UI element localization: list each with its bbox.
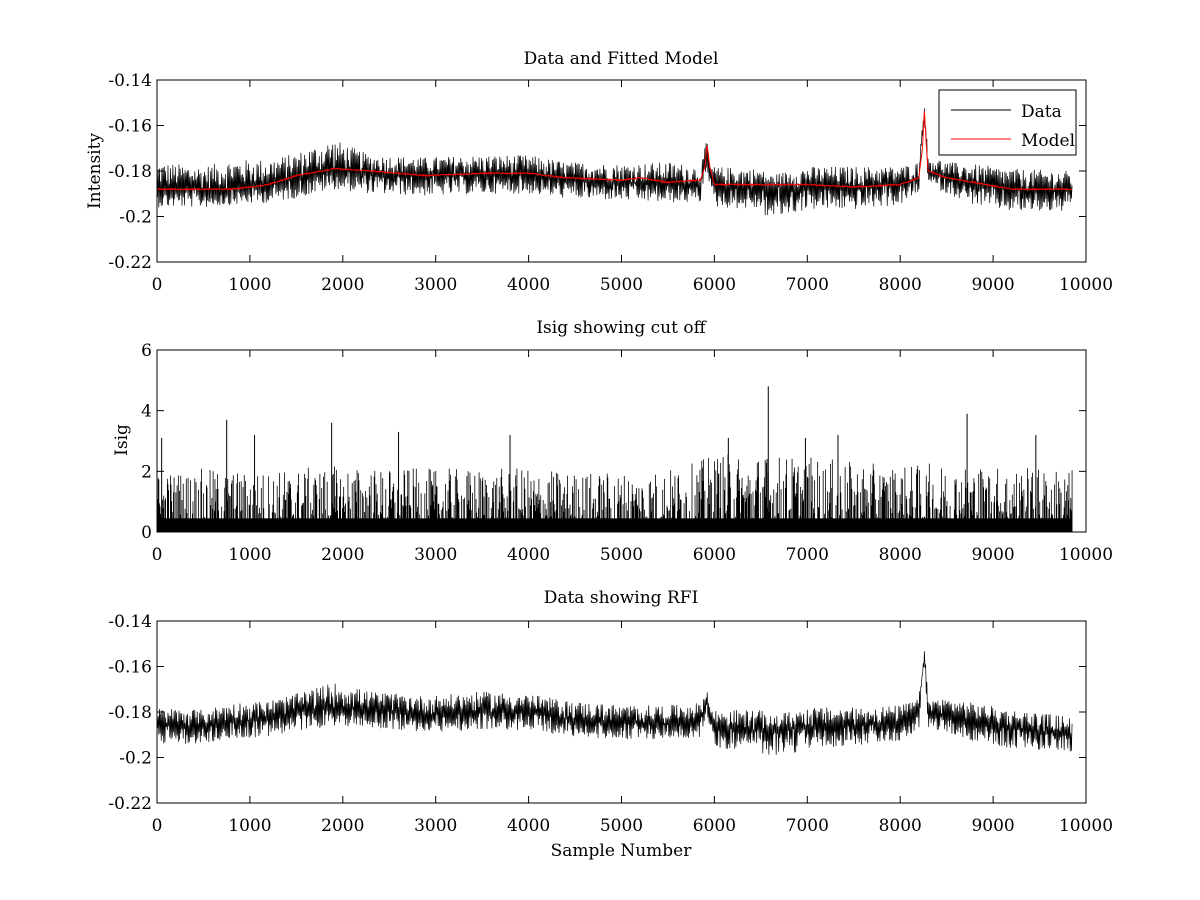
x-tick-label: 7000 [786, 816, 829, 836]
y-tick-label: 0 [141, 523, 152, 543]
series-group [157, 651, 1073, 755]
legend-data-label: Data [1021, 102, 1062, 122]
panel1-plot-area: 0 1000 2000 3000 4000 5000 6000 7000 8000 9000 100… [108, 71, 1113, 295]
y-tick-label: -0.14 [108, 71, 152, 91]
panel2-ylabel: Isig [112, 424, 132, 456]
x-tick-label: 3000 [414, 275, 457, 295]
x-tick-label: 0 [152, 545, 163, 565]
x-tick-label: 5000 [600, 275, 643, 295]
x-tick-label: 8000 [879, 275, 922, 295]
x-tick-label: 9000 [971, 545, 1014, 565]
panel3-title: Data showing RFI [544, 588, 699, 608]
x-tick-label: 10000 [1059, 275, 1113, 295]
y-tick-label: -0.22 [108, 253, 152, 273]
series-line-data [157, 108, 1073, 216]
x-tick-label: 10000 [1059, 545, 1113, 565]
panel2-title: Isig showing cut off [536, 318, 707, 338]
legend-model-label: Model [1021, 131, 1075, 151]
y-tick-label: -0.2 [119, 749, 152, 769]
x-tick-label: 6000 [693, 545, 736, 565]
x-tick-label: 4000 [507, 816, 550, 836]
x-tick-label: 4000 [507, 275, 550, 295]
x-tick-label: 6000 [693, 275, 736, 295]
x-tick-label: 5000 [600, 816, 643, 836]
y-tick-label: -0.2 [119, 208, 152, 228]
y-tick-label: -0.16 [108, 658, 152, 678]
series-line-model [157, 110, 1073, 191]
panel3-xlabel: Sample Number [551, 841, 693, 861]
x-tick-label: 5000 [600, 545, 643, 565]
series-line-data [157, 651, 1073, 755]
panel-data-showing-rfi: Data showing RFI Sample Number 0 1000 2000… [108, 588, 1113, 861]
x-tick-label: 8000 [879, 816, 922, 836]
y-tick-label: 4 [141, 402, 152, 422]
y-tick-label: -0.14 [108, 612, 152, 632]
x-tick-label: 1000 [228, 545, 271, 565]
panel2-plot-area: 0 1000 2000 3000 4000 5000 6000 7000 8000 9000 100… [141, 341, 1113, 565]
x-tick-label: 4000 [507, 545, 550, 565]
x-tick-label: 0 [152, 275, 163, 295]
x-tick-label: 1000 [228, 275, 271, 295]
legend: Data Model [938, 89, 1077, 156]
x-tick-label: 1000 [228, 816, 271, 836]
y-tick-label: -0.18 [108, 703, 152, 723]
panel1-title: Data and Fitted Model [524, 49, 719, 69]
y-tick-label: 2 [141, 462, 152, 482]
panel1-ylabel: Intensity [85, 133, 105, 209]
panel-data-and-fitted-model: Data and Fitted Model Intensity 0 1000 200… [85, 49, 1113, 295]
x-tick-label: 2000 [321, 816, 364, 836]
x-tick-label: 3000 [414, 545, 457, 565]
series-group [157, 386, 1073, 532]
x-tick-label: 10000 [1059, 816, 1113, 836]
x-tick-label: 8000 [879, 545, 922, 565]
x-tick-label: 2000 [321, 545, 364, 565]
x-tick-label: 7000 [786, 545, 829, 565]
legend-box [938, 89, 1077, 156]
panel-isig-showing-cut-off: Isig showing cut off Isig 0 1000 2000 3000 4… [112, 318, 1113, 565]
x-tick-label: 0 [152, 816, 163, 836]
y-tick-label: 6 [141, 341, 152, 361]
series-group [157, 108, 1073, 216]
y-tick-label: -0.22 [108, 794, 152, 814]
y-tick-label: -0.16 [108, 117, 152, 137]
x-tick-label: 9000 [971, 816, 1014, 836]
x-tick-label: 3000 [414, 816, 457, 836]
x-tick-label: 6000 [693, 816, 736, 836]
x-tick-label: 2000 [321, 275, 364, 295]
panel3-plot-area: 0 1000 2000 3000 4000 5000 6000 7000 8000 9000 100… [108, 612, 1113, 836]
series-line-isig [157, 454, 1073, 532]
x-tick-label: 9000 [971, 275, 1014, 295]
y-tick-label: -0.18 [108, 162, 152, 182]
x-tick-label: 7000 [786, 275, 829, 295]
